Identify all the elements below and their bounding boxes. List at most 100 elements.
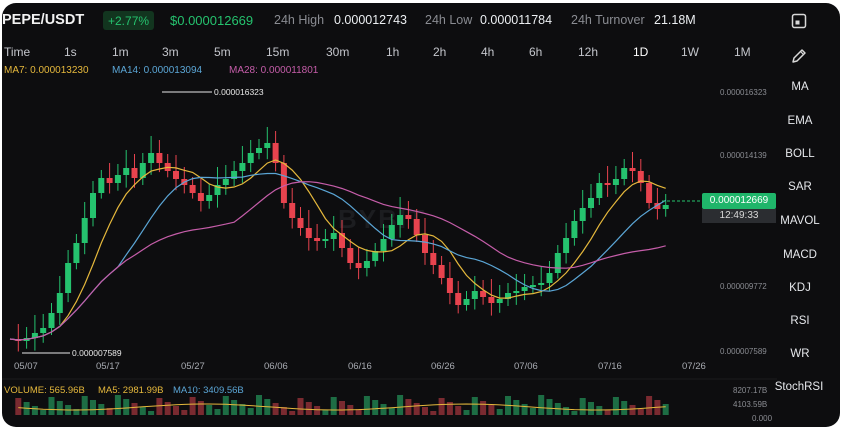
tf-1m[interactable]: 1m (112, 45, 129, 59)
candle-body (206, 195, 213, 201)
date-label: 05/17 (96, 361, 120, 372)
price-axis-label: 0.000014139 (720, 151, 767, 160)
date-label: 06/06 (264, 361, 288, 372)
candle-body (413, 219, 420, 235)
volume-bar (289, 411, 296, 415)
price-chart[interactable] (2, 3, 840, 427)
tf-4h[interactable]: 4h (481, 45, 495, 59)
candle-body (455, 293, 462, 305)
candle-body (214, 185, 221, 195)
candle-body (588, 198, 594, 208)
volume-bar (156, 398, 163, 415)
candle-body (305, 228, 312, 238)
tf-3m[interactable]: 3m (162, 45, 179, 59)
candle-body (571, 221, 578, 238)
candle-body (496, 299, 503, 303)
date-label: 07/16 (598, 361, 622, 372)
date-label: 06/16 (348, 361, 372, 372)
tf-1d[interactable]: 1D (633, 45, 649, 59)
volume-bar (397, 395, 404, 415)
candle-body (123, 168, 130, 175)
indicator-ema[interactable]: EMA (787, 115, 813, 127)
volume-bar (181, 410, 188, 415)
tf-6h[interactable]: 6h (529, 45, 543, 59)
volume-bar (173, 406, 179, 415)
candle-body (339, 233, 345, 248)
volume-bar (662, 404, 669, 415)
volume-bar (314, 406, 321, 415)
candle-body (422, 235, 428, 253)
volume-bar (588, 402, 594, 415)
candle-body (98, 178, 105, 193)
candle-body (596, 183, 603, 198)
candle-body (314, 238, 321, 241)
tf-1mo[interactable]: 1M (734, 45, 751, 59)
volume-bar (330, 397, 337, 415)
candle-body (114, 175, 121, 183)
ma14-legend: MA14: 0.000013094 (112, 65, 203, 76)
volume-axis-label: 8207.17B (733, 386, 768, 395)
indicator-boll[interactable]: BOLL (785, 148, 815, 160)
candle-body (256, 148, 262, 153)
volume-axis-label: 4103.59B (733, 400, 768, 409)
tf-12h[interactable]: 12h (578, 45, 599, 59)
tf-time[interactable]: Time (4, 45, 31, 59)
candle-body (31, 333, 38, 338)
candle-body (280, 163, 287, 203)
volume-bar (355, 409, 362, 415)
volume-bar (280, 407, 287, 415)
high-value: 0.000012743 (334, 13, 407, 27)
candle-body (65, 263, 72, 293)
volume-bar (480, 401, 487, 415)
candle-body (397, 215, 404, 225)
tf-5m[interactable]: 5m (214, 45, 231, 59)
volume-bar (430, 411, 437, 415)
volume-ma10-legend: MA10: 3409.56B (173, 385, 244, 396)
tf-1h[interactable]: 1h (386, 45, 400, 59)
candle-body (513, 291, 520, 293)
candle-body (81, 218, 88, 243)
candle-body (430, 253, 437, 265)
volume-bar (247, 408, 254, 415)
pair-title[interactable]: PEPE/USDT (2, 12, 85, 28)
candle-body (264, 143, 271, 148)
tf-2h[interactable]: 2h (433, 45, 447, 59)
indicator-stochrsi[interactable]: StochRSI (774, 381, 824, 393)
volume-bar (81, 396, 88, 415)
volume-bar (40, 410, 47, 415)
candle-body (471, 291, 478, 299)
low-value: 0.000011784 (480, 13, 553, 27)
candle-body (446, 278, 453, 293)
volume-bar (563, 407, 570, 415)
volume-bar (496, 409, 503, 415)
high-label: 24h High (274, 13, 325, 27)
volume-bar (231, 400, 238, 415)
candle-body (546, 273, 553, 283)
candle-body (189, 185, 196, 193)
tf-1w[interactable]: 1W (681, 45, 699, 59)
candle-body (563, 238, 570, 253)
volume-bar (123, 399, 130, 415)
indicator-kdj[interactable]: KDJ (789, 282, 811, 294)
indicator-mavol[interactable]: MAVOL (780, 215, 820, 227)
indicator-macd[interactable]: MACD (783, 249, 817, 261)
indicator-rsi[interactable]: RSI (790, 315, 810, 327)
pencil-icon[interactable] (791, 48, 807, 64)
volume-bar (148, 411, 155, 415)
volume-bar (305, 402, 312, 415)
volume-bar (31, 406, 38, 415)
candle-body (438, 265, 445, 278)
fullscreen-icon[interactable] (791, 13, 807, 29)
indicator-wr[interactable]: WR (790, 348, 810, 360)
tf-15m[interactable]: 15m (266, 45, 290, 59)
tf-30m[interactable]: 30m (326, 45, 350, 59)
volume-bar (322, 410, 329, 415)
tf-1s[interactable]: 1s (64, 45, 77, 59)
volume-bar (48, 397, 55, 415)
price-axis-label: 0.000016323 (720, 88, 767, 97)
indicator-ma[interactable]: MA (791, 81, 809, 93)
volume-bar (646, 396, 653, 415)
volume-bar (637, 409, 644, 415)
indicator-sar[interactable]: SAR (788, 181, 812, 193)
candle-body (131, 168, 138, 178)
